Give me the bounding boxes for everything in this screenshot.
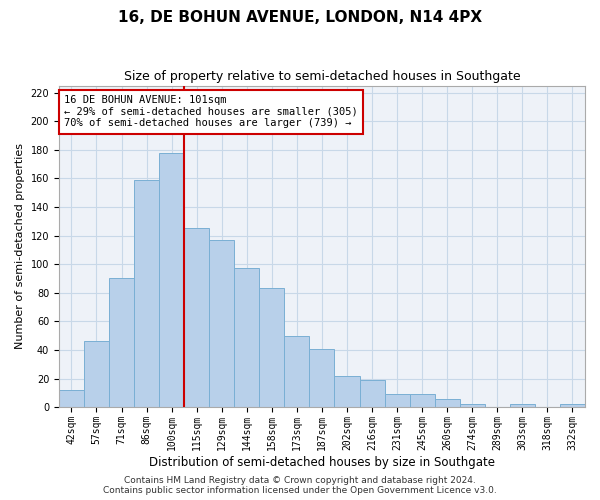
Text: 16, DE BOHUN AVENUE, LONDON, N14 4PX: 16, DE BOHUN AVENUE, LONDON, N14 4PX: [118, 10, 482, 25]
Bar: [460, 404, 485, 407]
Bar: [434, 398, 460, 407]
Text: 16 DE BOHUN AVENUE: 101sqm
← 29% of semi-detached houses are smaller (305)
70% o: 16 DE BOHUN AVENUE: 101sqm ← 29% of semi…: [64, 95, 358, 128]
Bar: [284, 336, 310, 407]
X-axis label: Distribution of semi-detached houses by size in Southgate: Distribution of semi-detached houses by …: [149, 456, 495, 468]
Bar: [359, 380, 385, 407]
Bar: [59, 390, 84, 407]
Bar: [385, 394, 410, 407]
Bar: [234, 268, 259, 407]
Y-axis label: Number of semi-detached properties: Number of semi-detached properties: [15, 144, 25, 350]
Bar: [134, 180, 159, 407]
Bar: [209, 240, 234, 407]
Bar: [310, 348, 334, 407]
Bar: [184, 228, 209, 407]
Bar: [334, 376, 359, 407]
Bar: [259, 288, 284, 407]
Title: Size of property relative to semi-detached houses in Southgate: Size of property relative to semi-detach…: [124, 70, 520, 83]
Bar: [410, 394, 434, 407]
Bar: [510, 404, 535, 407]
Bar: [560, 404, 585, 407]
Bar: [84, 342, 109, 407]
Bar: [159, 152, 184, 407]
Text: Contains HM Land Registry data © Crown copyright and database right 2024.
Contai: Contains HM Land Registry data © Crown c…: [103, 476, 497, 495]
Bar: [109, 278, 134, 407]
